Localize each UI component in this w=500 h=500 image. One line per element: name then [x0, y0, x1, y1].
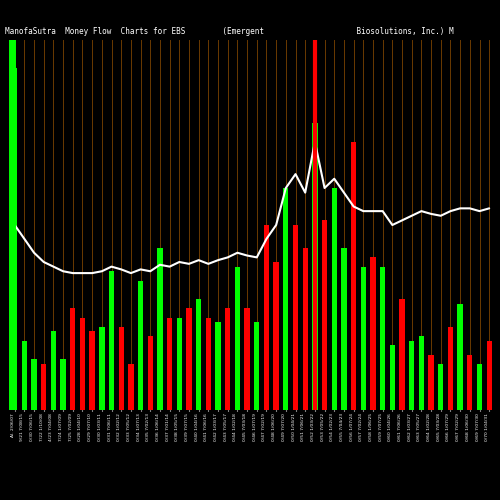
Bar	[428, 354, 434, 410]
Bar	[128, 364, 134, 410]
Bar	[216, 322, 220, 410]
Bar	[312, 123, 318, 410]
Bar	[370, 258, 376, 410]
Bar	[351, 142, 356, 410]
Bar	[380, 266, 386, 410]
Bar	[109, 271, 114, 410]
Bar	[22, 340, 27, 410]
Bar	[12, 68, 18, 410]
Bar	[41, 364, 46, 410]
Bar	[264, 225, 269, 410]
Bar	[118, 327, 124, 410]
Bar	[332, 188, 337, 410]
Bar	[342, 248, 346, 410]
Bar	[70, 308, 75, 410]
Bar	[390, 345, 395, 410]
Bar	[438, 364, 444, 410]
Bar	[32, 359, 36, 410]
Bar	[138, 280, 143, 410]
Bar	[477, 364, 482, 410]
Bar	[234, 266, 240, 410]
Bar	[60, 359, 66, 410]
Bar	[80, 318, 85, 410]
Bar	[99, 327, 104, 410]
Bar	[467, 354, 472, 410]
Bar	[322, 220, 327, 410]
Bar	[418, 336, 424, 410]
Bar	[90, 332, 95, 410]
Bar	[283, 188, 288, 410]
Bar	[486, 340, 492, 410]
Bar	[158, 248, 162, 410]
Bar	[458, 304, 463, 410]
Bar	[196, 299, 202, 410]
Bar	[409, 340, 414, 410]
Bar	[186, 308, 192, 410]
Bar	[274, 262, 279, 410]
Bar	[244, 308, 250, 410]
Bar	[302, 248, 308, 410]
Bar	[254, 322, 260, 410]
Bar	[206, 318, 211, 410]
Bar	[400, 299, 404, 410]
Bar	[225, 308, 230, 410]
Bar	[448, 327, 453, 410]
Bar	[360, 266, 366, 410]
Bar	[148, 336, 153, 410]
Bar	[293, 225, 298, 410]
Bar	[176, 318, 182, 410]
Text: ManofaSutra  Money Flow  Charts for EBS        (Emergent                    Bios: ManofaSutra Money Flow Charts for EBS (E…	[5, 28, 454, 36]
Bar	[167, 318, 172, 410]
Bar	[51, 332, 56, 410]
